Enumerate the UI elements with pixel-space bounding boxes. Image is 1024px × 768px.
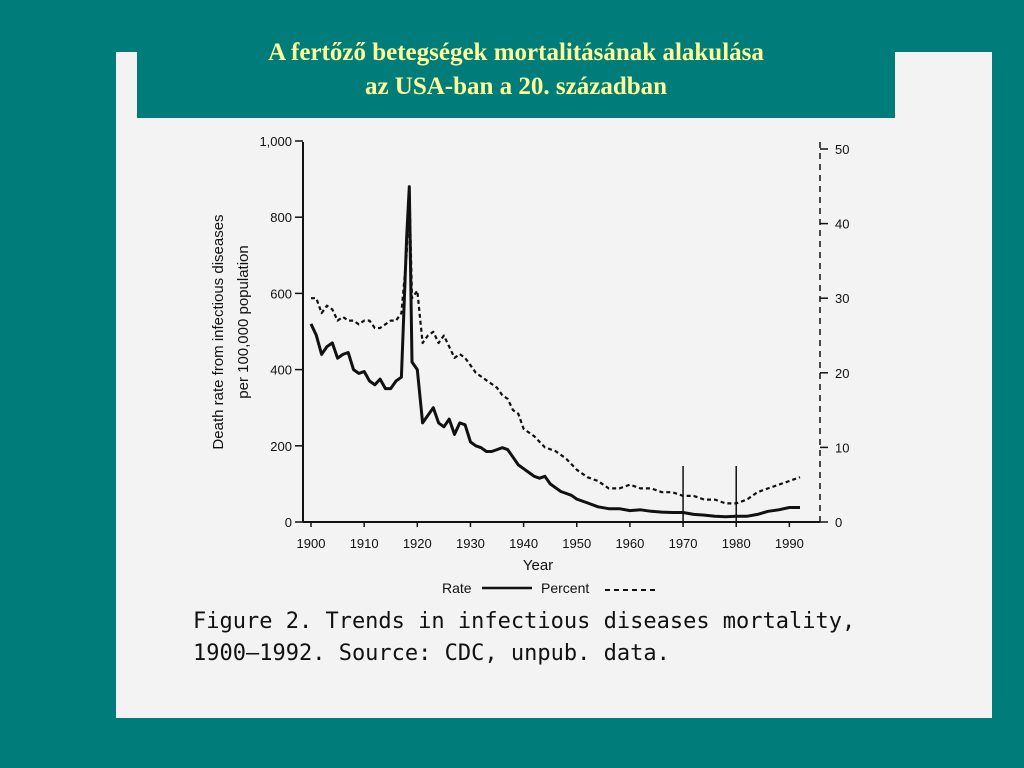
y2-tick-label: 40 [835, 217, 849, 232]
series-line-rate [309, 185, 800, 519]
y2-tick-label: 20 [835, 366, 849, 381]
title-line-1: A fertőző betegségek mortalitásának alak… [268, 39, 764, 66]
series-line-percent [311, 185, 801, 505]
y2-tick-label: 0 [835, 515, 842, 530]
x-tick-label: 1970 [669, 536, 698, 551]
y2-tick-label: 50 [835, 142, 849, 157]
caption-line-1: Figure 2. Trends in infectious diseases … [193, 609, 856, 634]
x-tick-label: 1900 [297, 536, 326, 551]
y-tick-label: 600 [270, 286, 292, 301]
y2-tick-label: 30 [835, 291, 849, 306]
x-axis-label: Year [523, 557, 553, 574]
slide-title: A fertőző betegségek mortalitásának alak… [137, 30, 895, 118]
y-tick-label: 800 [270, 210, 292, 225]
title-line-2: az USA-ban a 20. században [364, 73, 668, 100]
x-tick-label: 1950 [562, 536, 591, 551]
y-tick-label: 400 [270, 363, 292, 378]
figure-caption: Figure 2. Trends in infectious diseases … [193, 606, 855, 670]
caption-line-2: 1900–1992. Source: CDC, unpub. data. [193, 641, 670, 666]
y-axis-label-line-2: per 100,000 population [235, 245, 252, 398]
chart-axes: Death rate from infectious diseases per … [210, 142, 821, 596]
x-tick-label: 1910 [350, 536, 379, 551]
chart-marks: 1900 1910 1920 1930 1940 1950 1960 1970 1980 1990… [259, 134, 849, 551]
y-axis-label-line-1: Death rate from infectious diseases [210, 214, 227, 449]
legend-rate-label: Rate [442, 580, 472, 596]
y2-tick-label: 10 [835, 440, 849, 455]
x-tick-label: 1980 [722, 536, 751, 551]
x-tick-label: 1940 [509, 536, 538, 551]
x-tick-label: 1960 [615, 536, 644, 551]
y-tick-label: 0 [285, 515, 292, 530]
y-tick-label: 1,000 [259, 134, 292, 149]
y-tick-label: 200 [270, 439, 292, 454]
scanned-figure [116, 52, 992, 718]
x-tick-label: 1990 [775, 536, 804, 551]
legend-percent-label: Percent [541, 580, 589, 596]
x-tick-label: 1920 [403, 536, 432, 551]
x-tick-label: 1930 [456, 536, 485, 551]
